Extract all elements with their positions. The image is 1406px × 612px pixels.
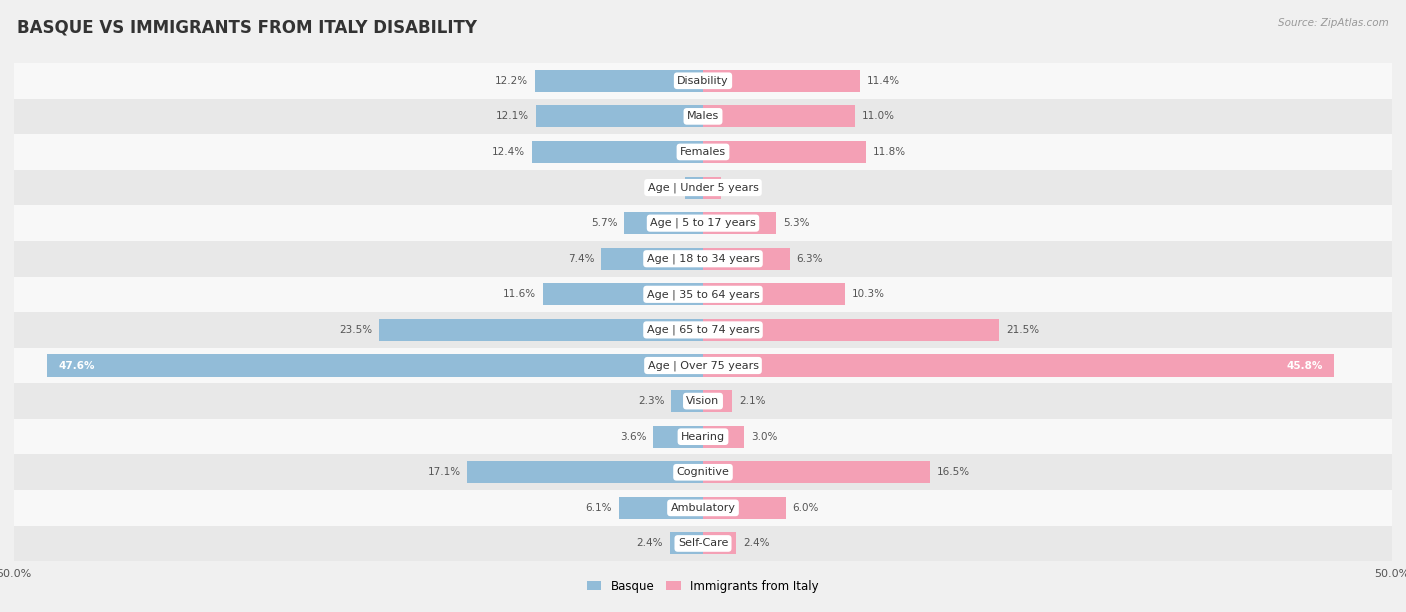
Bar (624, 212, 703, 234)
Text: 11.4%: 11.4% (868, 76, 900, 86)
Text: 10.3%: 10.3% (852, 289, 884, 299)
Text: 11.6%: 11.6% (503, 289, 536, 299)
Text: 12.1%: 12.1% (496, 111, 530, 121)
Bar (703, 532, 737, 554)
Text: 7.4%: 7.4% (568, 254, 595, 264)
Text: 1.3%: 1.3% (728, 182, 754, 193)
Bar (703, 497, 786, 519)
Text: Source: ZipAtlas.com: Source: ZipAtlas.com (1278, 18, 1389, 28)
Text: 5.3%: 5.3% (783, 218, 810, 228)
Bar (48, 354, 703, 376)
Text: Age | Under 5 years: Age | Under 5 years (648, 182, 758, 193)
Bar (14, 490, 1392, 526)
Text: Hearing: Hearing (681, 431, 725, 442)
Text: 1.3%: 1.3% (652, 182, 678, 193)
Text: Self-Care: Self-Care (678, 539, 728, 548)
Bar (703, 390, 733, 412)
Text: 23.5%: 23.5% (339, 325, 373, 335)
Text: 12.2%: 12.2% (495, 76, 529, 86)
Bar (703, 461, 931, 483)
Text: 3.6%: 3.6% (620, 431, 647, 442)
Text: Ambulatory: Ambulatory (671, 503, 735, 513)
Bar (467, 461, 703, 483)
Text: 5.7%: 5.7% (591, 218, 617, 228)
Bar (14, 383, 1392, 419)
Text: 2.3%: 2.3% (638, 396, 665, 406)
Text: Males: Males (688, 111, 718, 121)
Bar (14, 526, 1392, 561)
Bar (703, 176, 721, 198)
Text: Age | 18 to 34 years: Age | 18 to 34 years (647, 253, 759, 264)
Bar (703, 283, 845, 305)
Text: 2.1%: 2.1% (738, 396, 765, 406)
Legend: Basque, Immigrants from Italy: Basque, Immigrants from Italy (582, 575, 824, 597)
Text: Age | 35 to 64 years: Age | 35 to 64 years (647, 289, 759, 300)
Text: 6.3%: 6.3% (797, 254, 823, 264)
Text: Age | 65 to 74 years: Age | 65 to 74 years (647, 324, 759, 335)
Bar (14, 63, 1392, 99)
Bar (619, 497, 703, 519)
Text: 17.1%: 17.1% (427, 468, 461, 477)
Text: Age | 5 to 17 years: Age | 5 to 17 years (650, 218, 756, 228)
Bar (600, 248, 703, 270)
Bar (380, 319, 703, 341)
Text: Females: Females (681, 147, 725, 157)
Text: BASQUE VS IMMIGRANTS FROM ITALY DISABILITY: BASQUE VS IMMIGRANTS FROM ITALY DISABILI… (17, 18, 477, 36)
Text: 3.0%: 3.0% (751, 431, 778, 442)
Text: 16.5%: 16.5% (938, 468, 970, 477)
Text: Cognitive: Cognitive (676, 468, 730, 477)
Bar (536, 105, 703, 127)
Text: 21.5%: 21.5% (1007, 325, 1039, 335)
Bar (14, 312, 1392, 348)
Text: 45.8%: 45.8% (1286, 360, 1323, 370)
Bar (703, 319, 1000, 341)
Text: 11.8%: 11.8% (873, 147, 905, 157)
Bar (685, 176, 703, 198)
Bar (703, 141, 866, 163)
Bar (703, 70, 860, 92)
Bar (703, 212, 776, 234)
Text: Disability: Disability (678, 76, 728, 86)
Text: 6.1%: 6.1% (585, 503, 612, 513)
Bar (534, 70, 703, 92)
Bar (14, 206, 1392, 241)
Text: 11.0%: 11.0% (862, 111, 894, 121)
Bar (703, 248, 790, 270)
Text: 12.4%: 12.4% (492, 147, 526, 157)
Bar (703, 105, 855, 127)
Text: 2.4%: 2.4% (637, 539, 664, 548)
Bar (654, 426, 703, 448)
Bar (14, 277, 1392, 312)
Text: Age | Over 75 years: Age | Over 75 years (648, 360, 758, 371)
Text: 2.4%: 2.4% (742, 539, 769, 548)
Bar (14, 134, 1392, 170)
Bar (531, 141, 703, 163)
Text: 47.6%: 47.6% (58, 360, 94, 370)
Bar (14, 241, 1392, 277)
Bar (543, 283, 703, 305)
Bar (14, 348, 1392, 383)
Bar (14, 99, 1392, 134)
Bar (669, 532, 703, 554)
Text: 6.0%: 6.0% (793, 503, 818, 513)
Bar (703, 426, 744, 448)
Bar (14, 170, 1392, 206)
Bar (14, 455, 1392, 490)
Bar (703, 354, 1334, 376)
Bar (671, 390, 703, 412)
Text: Vision: Vision (686, 396, 720, 406)
Bar (14, 419, 1392, 455)
